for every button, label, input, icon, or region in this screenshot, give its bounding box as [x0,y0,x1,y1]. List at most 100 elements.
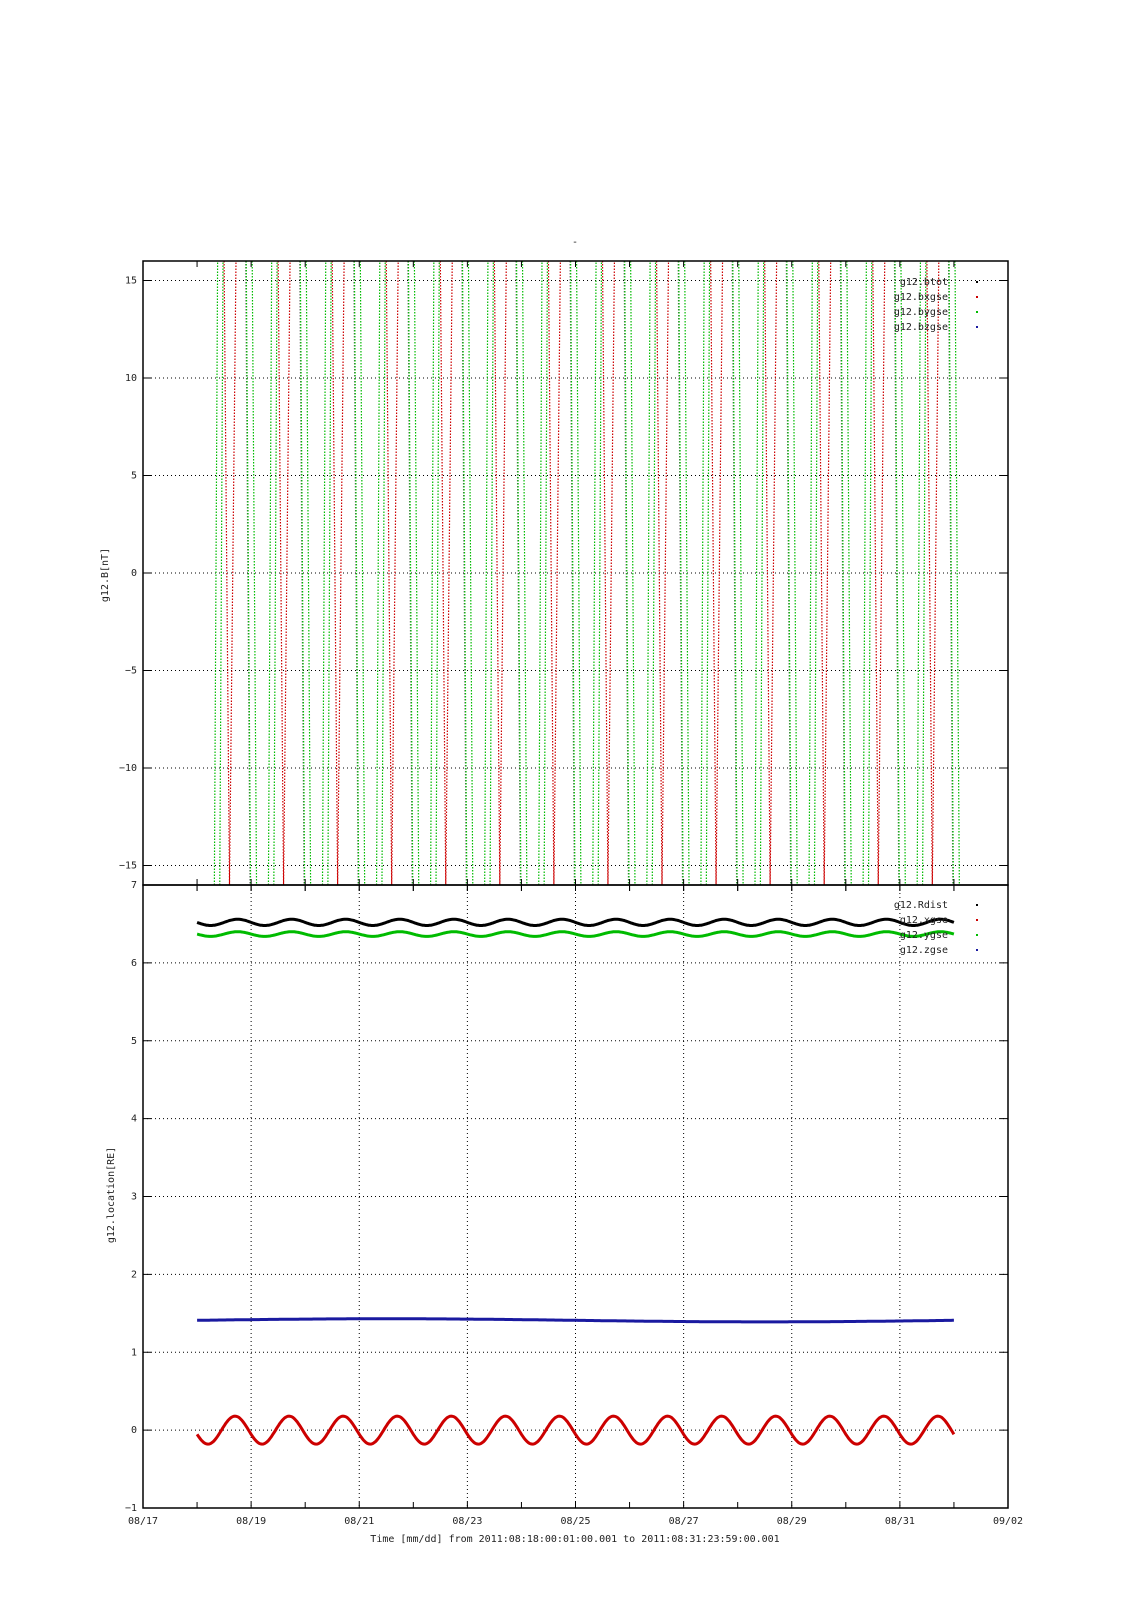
bottom-legend: g12.Rdist g12.xgse g12.ygse g12.zgse [894,900,978,956]
series-g12-ygse [196,930,955,938]
bygse-segment [651,260,657,886]
bygse-segment [251,260,258,886]
bygse-segment [327,260,332,886]
bygse-segment [575,260,582,886]
bxgse-segment [769,260,778,886]
bygse-segment [375,260,381,886]
bygse-segment [467,260,474,886]
bxgse-segment [926,260,933,886]
bottom-gridlines [143,885,1008,1508]
top-legend: g12.btot g12.bxgse g12.bygse g12.bzgse [894,277,978,333]
bygse-segment [521,260,528,886]
bottom-legend-swatch [976,934,978,936]
bygse-segment [916,260,922,886]
bottom-legend-label: g12.xgse [900,915,948,926]
bygse-segment [489,260,494,886]
bxgse-segment [228,260,237,886]
bygse-segment [948,260,954,886]
bygse-segment [430,260,435,886]
bxgse-segment [331,260,339,886]
bxgse-segment [439,260,447,886]
bygse-segment [786,260,792,886]
bxgse-segment [818,260,825,886]
bottom-x-tick-label: 09/02 [993,1516,1023,1527]
bxgse-segment [282,260,291,886]
bottom-y-tick-label: 4 [131,1114,137,1125]
top-gridlines [143,280,1008,866]
bottom-x-tick-label: 08/27 [669,1516,699,1527]
bxgse-segment [715,260,724,886]
top-legend-label: g12.bxgse [894,292,948,303]
top-legend-swatch [976,326,978,328]
bygse-segment [867,260,873,886]
top-legend-swatch [976,311,978,313]
bygse-segment [754,260,759,886]
bottom-y-ticks: 7 6 5 4 3 2 1 0 −1 [125,880,1008,1514]
bygse-segment [597,260,603,886]
top-series-lines [213,260,960,886]
bxgse-segment [277,260,285,886]
bygse-segment [538,260,543,886]
series-g12-Rdist [196,917,955,927]
bygse-segment [705,260,711,886]
bottom-y-tick-label: 5 [131,1036,137,1047]
bxgse-segment [601,260,609,886]
top-y-tick-label: 15 [125,276,137,287]
bxgse-segment [223,260,231,886]
bottom-series-lines [195,917,956,1446]
bottom-x-tick-label: 08/25 [560,1516,590,1527]
bxgse-segment [661,260,670,886]
bxgse-segment [547,260,555,886]
bygse-segment [305,260,312,886]
bottom-x-tick-label: 08/23 [452,1516,482,1527]
bygse-segment [808,260,813,886]
bygse-segment [413,260,420,886]
bygse-segment [245,260,252,886]
bxgse-segment [607,260,616,886]
bottom-y-axis-label: g12.location[RE] [106,1147,117,1243]
series-g12-zgse [197,1317,954,1324]
bottom-x-tick-label: 08/29 [777,1516,807,1527]
bygse-segment [515,260,522,886]
bygse-segment [646,260,651,886]
bxgse-segment [655,260,663,886]
bygse-segment [894,260,900,886]
bottom-x-tick-label: 08/17 [128,1516,158,1527]
bottom-y-tick-label: 2 [131,1269,137,1280]
top-legend-swatch [976,296,978,298]
bygse-segment [813,260,819,886]
top-y-axis-label: g12.B[nT] [100,548,111,602]
bygse-segment [543,260,548,886]
bottom-y-tick-label: 7 [131,880,137,891]
bygse-segment [435,260,440,886]
bxgse-segment [499,260,507,886]
top-legend-swatch [976,281,978,283]
bottom-y-tick-label: −1 [125,1503,137,1514]
bygse-segment [267,260,273,886]
figure-top-label: - [572,237,578,248]
bygse-segment [299,260,306,886]
series-g12-xgse [195,1414,956,1446]
bygse-segment [273,260,278,886]
bxgse-segment [391,260,399,886]
bygse-segment [684,260,690,886]
top-y-tick-label: 5 [131,471,137,482]
bygse-segment [461,260,468,886]
bygse-segment [738,260,744,886]
bottom-x-tick-label: 08/19 [236,1516,266,1527]
top-y-tick-label: −5 [125,666,137,677]
bxgse-segment [823,260,832,886]
bottom-legend-swatch [976,949,978,951]
bottom-y-tick-label: 6 [131,958,137,969]
bxgse-segment [877,260,886,886]
bygse-segment [700,260,705,886]
bygse-segment [321,260,327,886]
bygse-segment [407,260,414,886]
bxgse-segment [710,260,717,886]
bxgse-segment [385,260,393,886]
bxgse-segment [931,260,940,886]
bottom-x-tick-label: 08/31 [885,1516,915,1527]
bottom-y-tick-label: 1 [131,1347,137,1358]
bxgse-segment [872,260,879,886]
